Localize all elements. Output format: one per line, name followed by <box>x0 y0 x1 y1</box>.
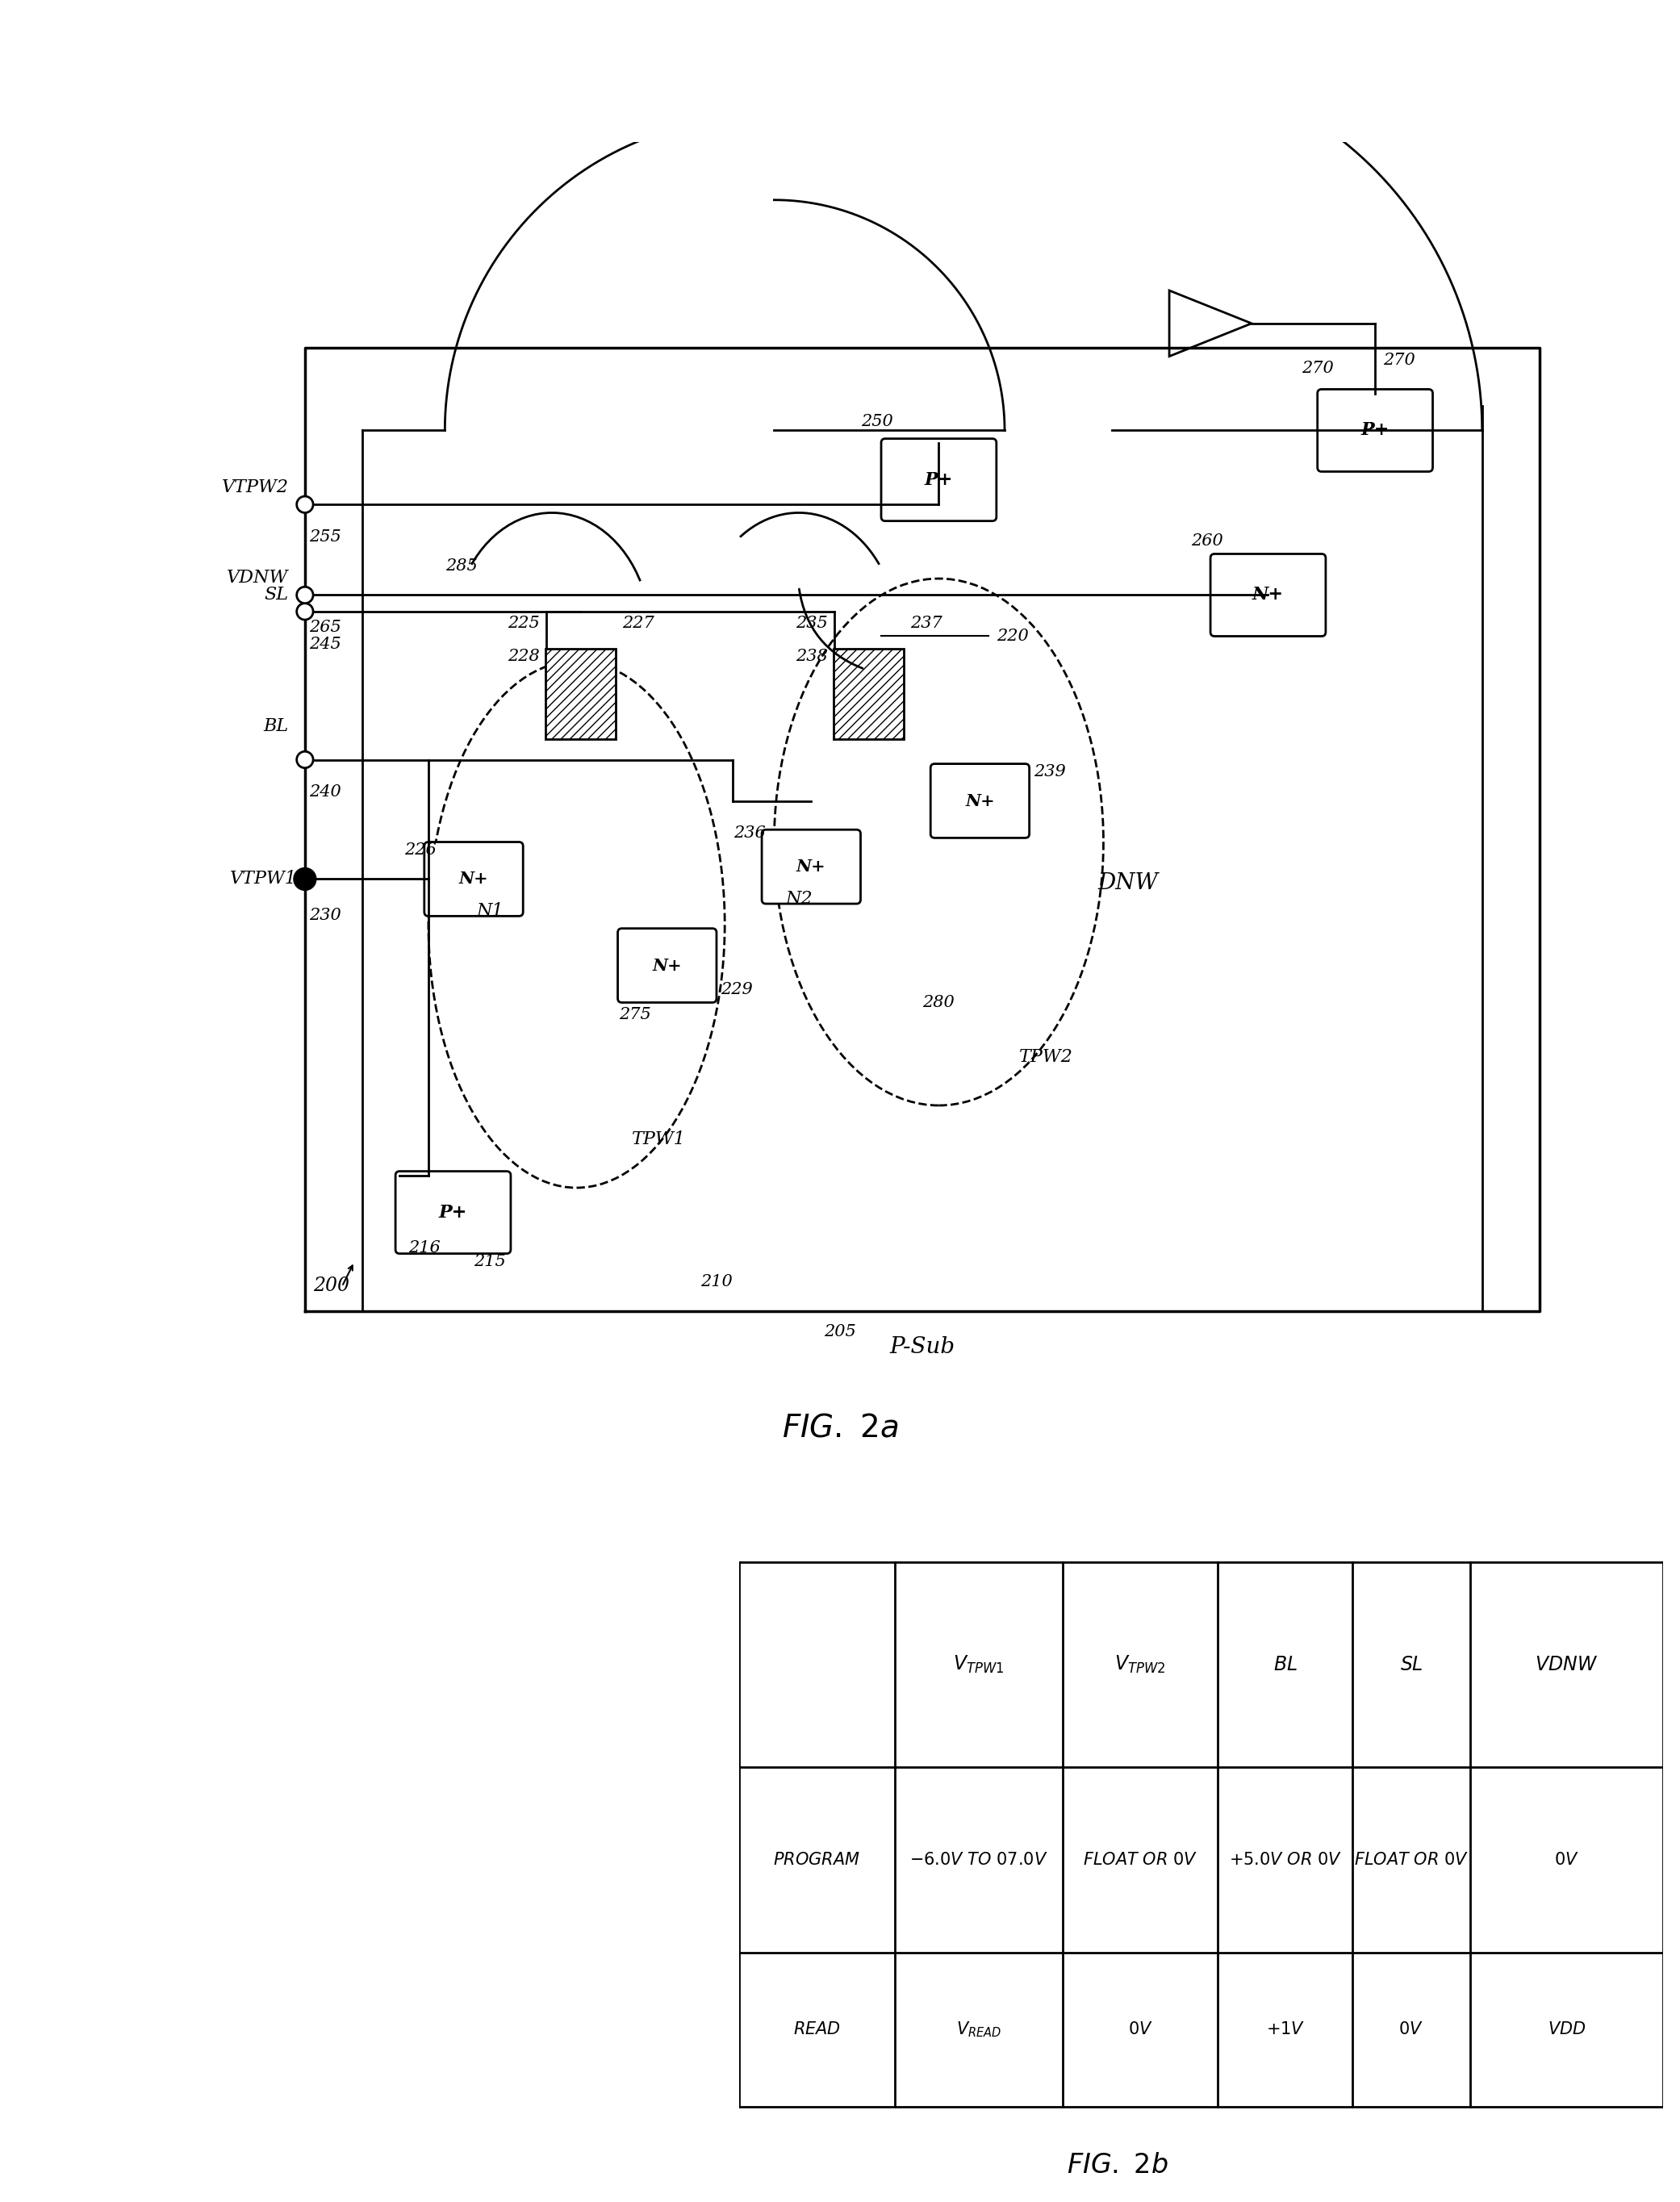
Text: $FLOAT\ OR\ 0V$: $FLOAT\ OR\ 0V$ <box>1354 1852 1468 1867</box>
Text: 210: 210 <box>701 1275 732 1290</box>
Text: N2: N2 <box>785 890 813 907</box>
Circle shape <box>297 495 312 513</box>
Text: 229: 229 <box>721 982 753 998</box>
Text: $+5.0V\ OR\ 0V$: $+5.0V\ OR\ 0V$ <box>1228 1852 1342 1867</box>
Text: $V_{TPW1}$: $V_{TPW1}$ <box>953 1654 1005 1676</box>
FancyBboxPatch shape <box>1317 390 1433 471</box>
Text: $-6.0V\ TO\ 07.0V$: $-6.0V\ TO\ 07.0V$ <box>909 1852 1048 1867</box>
Text: 250: 250 <box>862 414 894 429</box>
Text: $V_{TPW2}$: $V_{TPW2}$ <box>1116 1654 1166 1676</box>
Text: N+: N+ <box>652 958 682 973</box>
Text: 235: 235 <box>796 617 828 632</box>
Text: $V_{READ}$: $V_{READ}$ <box>956 2019 1001 2039</box>
Text: TPW1: TPW1 <box>632 1130 685 1147</box>
Text: SL: SL <box>264 586 289 603</box>
Text: 265: 265 <box>309 621 341 636</box>
Text: N1: N1 <box>477 903 504 920</box>
Text: 236: 236 <box>734 826 766 841</box>
Text: 245: 245 <box>309 636 341 652</box>
Text: 237: 237 <box>911 617 942 632</box>
Text: 230: 230 <box>309 907 341 923</box>
Text: 200: 200 <box>312 1277 349 1295</box>
Text: 228: 228 <box>507 650 539 665</box>
Text: $BL$: $BL$ <box>1273 1656 1297 1674</box>
Text: 220: 220 <box>996 628 1028 643</box>
Circle shape <box>297 586 312 603</box>
Text: $VDD$: $VDD$ <box>1547 2021 1586 2037</box>
Text: 270: 270 <box>1383 352 1415 368</box>
Text: 238: 238 <box>796 650 828 665</box>
Text: 260: 260 <box>1191 533 1223 548</box>
Text: $0V$: $0V$ <box>1554 1852 1579 1867</box>
Text: $+1V$: $+1V$ <box>1265 2021 1305 2037</box>
Text: N+: N+ <box>796 859 827 874</box>
Text: N+: N+ <box>966 793 995 808</box>
Bar <box>546 650 615 740</box>
Text: P+: P+ <box>1361 421 1389 438</box>
FancyBboxPatch shape <box>880 438 996 522</box>
Text: $FIG.\ 2a$: $FIG.\ 2a$ <box>781 1414 899 1442</box>
Text: DNW: DNW <box>1097 872 1159 894</box>
Text: 216: 216 <box>408 1240 440 1255</box>
Text: VDNW: VDNW <box>227 568 289 586</box>
Text: N+: N+ <box>1252 586 1284 603</box>
Circle shape <box>297 603 312 619</box>
Text: 285: 285 <box>445 559 477 573</box>
FancyBboxPatch shape <box>1210 555 1326 636</box>
Text: $0V$: $0V$ <box>1399 2021 1423 2037</box>
Circle shape <box>294 868 316 890</box>
Bar <box>833 650 904 740</box>
Text: P-Sub: P-Sub <box>890 1337 954 1359</box>
Text: 240: 240 <box>309 784 341 799</box>
Text: 225: 225 <box>507 617 539 632</box>
Text: P+: P+ <box>438 1204 467 1222</box>
Text: $READ$: $READ$ <box>793 2021 840 2037</box>
Text: VTPW2: VTPW2 <box>222 478 289 495</box>
Text: 275: 275 <box>618 1006 650 1022</box>
FancyBboxPatch shape <box>425 841 522 916</box>
Text: 239: 239 <box>1033 764 1065 780</box>
Text: 280: 280 <box>922 995 954 1011</box>
Text: $0V$: $0V$ <box>1127 2021 1152 2037</box>
Text: 227: 227 <box>622 617 654 632</box>
Text: VTPW1: VTPW1 <box>230 870 297 887</box>
Text: $VDNW$: $VDNW$ <box>1536 1656 1598 1674</box>
Text: BL: BL <box>264 718 289 735</box>
Text: N+: N+ <box>459 872 489 887</box>
Text: $SL$: $SL$ <box>1399 1656 1423 1674</box>
FancyBboxPatch shape <box>618 929 717 1002</box>
Text: $PROGRAM$: $PROGRAM$ <box>773 1852 860 1867</box>
FancyBboxPatch shape <box>395 1171 511 1253</box>
Text: $FIG.\ 2b$: $FIG.\ 2b$ <box>1067 2154 1168 2178</box>
Text: P+: P+ <box>924 471 953 489</box>
Text: 270: 270 <box>1302 361 1334 377</box>
Text: $FLOAT\ OR\ 0V$: $FLOAT\ OR\ 0V$ <box>1084 1852 1198 1867</box>
Text: TPW2: TPW2 <box>1018 1048 1074 1066</box>
Text: 215: 215 <box>474 1253 506 1268</box>
FancyBboxPatch shape <box>931 764 1030 839</box>
FancyBboxPatch shape <box>761 830 860 903</box>
Text: 205: 205 <box>823 1323 857 1339</box>
Text: 226: 226 <box>405 841 437 857</box>
Text: 255: 255 <box>309 528 341 544</box>
Circle shape <box>297 751 312 768</box>
